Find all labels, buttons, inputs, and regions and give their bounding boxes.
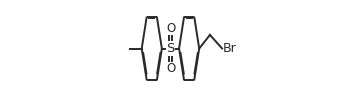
Text: Br: Br bbox=[223, 42, 237, 55]
Text: S: S bbox=[166, 42, 175, 55]
Text: O: O bbox=[166, 62, 175, 75]
Text: O: O bbox=[166, 22, 175, 35]
